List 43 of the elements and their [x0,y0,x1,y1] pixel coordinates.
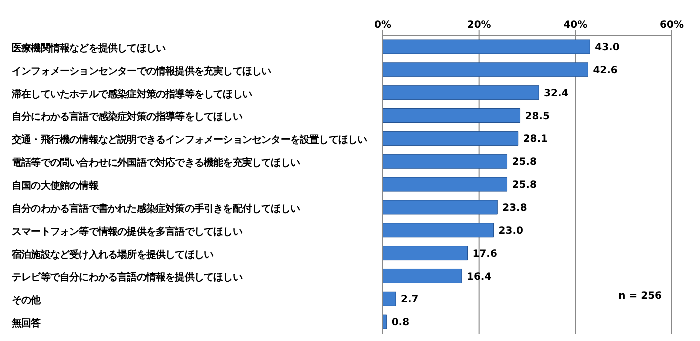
y-tick-label: その他 [12,294,42,307]
bar [383,268,462,284]
bar [383,40,590,54]
y-tick-label: 無回答 [11,318,42,330]
data-label: 43.0 [595,42,620,54]
data-label: 25.8 [512,157,537,168]
bar [383,177,508,192]
y-tick-label: テレビ等で自分にわかる言語の情報を提供してほしい [12,272,243,284]
data-label: 28.5 [525,111,550,122]
data-label: 16.4 [466,272,492,283]
x-tick-label: 60% [660,20,684,31]
y-tick-label: スマートフォン等で情報の提供を多言語でしてほしい [12,226,243,238]
bar [383,200,498,215]
data-label: 42.6 [593,65,618,76]
bar [383,223,494,238]
annotation: n = 256 [618,291,662,302]
y-tick-label: 自国の大使館の情報 [12,180,100,192]
data-label: 23.0 [498,226,524,237]
bar [383,154,508,169]
y-tick-label: 滞在していたホテルで感染症対策の指導等をしてほしい [11,88,252,100]
y-tick-label: 自分にわかる言語で感染症対策の指導等をしてほしい [12,111,243,124]
data-label: 32.4 [544,88,569,100]
bar [383,108,521,124]
data-label: 25.8 [512,180,537,192]
bar [383,86,540,100]
bar [383,62,588,78]
y-tick-label: 電話等での問い合わせに外国語で対応できる機能を充実してほしい [12,157,300,170]
y-tick-label: 医療機関情報などを提供してほしい [12,42,166,54]
bar [383,131,519,146]
x-tick-label: 40% [564,20,588,31]
y-tick-label: 自分のわかる言語で書かれた感染症対策の手引きを配付してほしい [12,202,300,215]
x-tick-label: 0% [374,20,392,31]
data-label: 28.1 [523,134,548,146]
y-tick-label: 宿泊施設など受け入れる場所を提供してほしい [11,248,214,261]
data-label: 17.6 [472,248,498,260]
data-label: 2.7 [401,294,419,306]
y-tick-label: インフォメーションセンターでの情報提供を充実してほしい [12,65,272,78]
bar [383,246,468,261]
y-tick-label: 交通・飛行機の情報など説明できるインフォメーションセンターを設置してほしい [11,134,368,146]
x-tick-label: 20% [467,20,492,31]
data-label: 23.8 [502,203,528,214]
bar [383,292,396,306]
data-label: 0.8 [392,318,410,329]
